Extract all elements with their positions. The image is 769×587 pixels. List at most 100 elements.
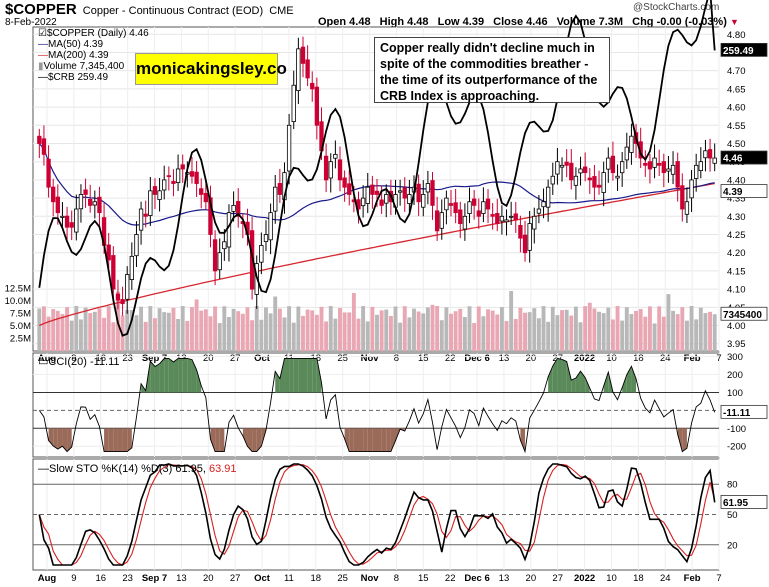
candle-body xyxy=(180,164,185,170)
candle-body xyxy=(541,201,546,208)
volume-bar xyxy=(569,315,574,351)
volume-bar xyxy=(203,309,208,351)
volume-bar xyxy=(185,321,190,351)
x-tick-label-bottom: Dec 6 xyxy=(464,573,489,584)
cci-overbought-fill xyxy=(284,358,290,393)
cci-callout-box xyxy=(720,404,768,419)
volume-bar xyxy=(162,312,167,351)
candle-body xyxy=(407,194,412,204)
x-tick-label: 20 xyxy=(203,353,214,364)
candle-body xyxy=(69,222,74,228)
x-tick-label: 16 xyxy=(95,353,106,364)
candle-body xyxy=(208,197,213,235)
candle-body xyxy=(342,177,347,188)
candle-body xyxy=(536,208,542,214)
volume-bar xyxy=(231,308,236,351)
candle-body xyxy=(652,157,657,168)
volume-bar xyxy=(296,306,301,351)
volume-bar xyxy=(675,314,680,351)
x-tick-label: Aug xyxy=(38,353,57,364)
cci-overbought-fill xyxy=(571,378,576,393)
volume-bar xyxy=(69,320,74,351)
cci-overbought-fill xyxy=(187,358,192,393)
cci-overbought-fill xyxy=(557,358,563,393)
legend-ma200: —MA(200) 4.39 xyxy=(38,50,149,61)
brand-label: monicakingsley.co xyxy=(135,53,287,85)
volume-bar xyxy=(402,306,407,351)
candle-body xyxy=(610,155,616,174)
candle-body xyxy=(166,175,171,178)
candle-body xyxy=(606,157,611,170)
candle-body xyxy=(296,48,301,91)
volume-bar xyxy=(356,318,361,351)
legend-crb: —$CRB 259.49 xyxy=(38,72,149,83)
volume-bar xyxy=(541,306,546,351)
exchange-label: CME xyxy=(269,5,294,17)
volume-bar xyxy=(453,311,458,351)
volume-bar xyxy=(578,322,583,351)
sto-callout-box xyxy=(720,495,768,509)
volume-bar xyxy=(499,307,504,351)
volume-bar xyxy=(153,318,157,351)
volume-tick-label: 2.5M xyxy=(10,334,31,345)
volume-bar xyxy=(425,307,430,351)
crb-swatch: — xyxy=(38,72,48,83)
volume-bar xyxy=(666,294,671,351)
cci-tick-label: 100 xyxy=(727,388,743,399)
cci-oversold-fill xyxy=(367,428,373,452)
candle-body xyxy=(569,162,574,181)
cci-oversold-fill xyxy=(215,428,220,452)
crb-callout-box xyxy=(720,42,768,57)
cci-overbought-fill xyxy=(298,358,303,393)
cci-oversold-fill xyxy=(67,428,72,452)
cci-oversold-fill xyxy=(252,428,257,452)
candle-body xyxy=(657,162,662,166)
volume-bar xyxy=(250,320,255,351)
x-tick-label-bottom: 2022 xyxy=(574,573,595,584)
volume-bar xyxy=(259,319,264,351)
candle-body xyxy=(666,168,671,172)
volume-bar xyxy=(310,310,315,351)
cci-overbought-fill xyxy=(603,372,609,393)
candle-body xyxy=(120,299,125,305)
x-tick-label-bottom: 23 xyxy=(122,573,133,584)
cci-tick-label: 200 xyxy=(727,370,743,381)
x-tick-label: 20 xyxy=(526,353,537,364)
volume-bar xyxy=(37,308,42,351)
price-tick-label: 4.80 xyxy=(727,30,746,41)
volume-bar xyxy=(60,314,65,351)
cci-overbought-fill xyxy=(275,371,280,393)
volume-bar xyxy=(412,308,416,351)
x-tick-label-bottom: Aug xyxy=(38,573,57,584)
volume-bar xyxy=(282,317,287,351)
volume-bar xyxy=(379,310,384,351)
volume-bar xyxy=(458,308,463,351)
price-tick-label: 4.20 xyxy=(727,248,746,259)
candle-body xyxy=(629,135,634,153)
x-tick-label: Nov xyxy=(361,353,380,364)
x-tick-label: 15 xyxy=(418,353,429,364)
cci-overbought-fill xyxy=(293,358,299,393)
volume-swatch: ▮ xyxy=(38,61,44,72)
candle-body xyxy=(564,161,569,166)
watermark: @StockCharts.com xyxy=(633,2,720,13)
cci-overbought-fill xyxy=(168,358,174,393)
candle-body xyxy=(106,244,111,261)
cci-oversold-fill xyxy=(349,428,354,452)
volume-bar xyxy=(65,307,70,351)
candle-body xyxy=(203,192,209,203)
volume-bar xyxy=(370,306,375,351)
candle-body xyxy=(111,255,116,290)
cci-overbought-fill xyxy=(196,369,202,393)
volume-bar xyxy=(643,316,648,351)
sto-d-line xyxy=(38,463,716,566)
x-tick-label: 18 xyxy=(633,353,644,364)
volume-bar xyxy=(560,310,564,351)
legend-volume: ▮Volume 7,345,400 xyxy=(38,61,149,72)
down-arrow-icon: ▼ xyxy=(729,17,739,27)
price-tick-label: 4.60 xyxy=(727,103,746,114)
volume-bar xyxy=(102,317,107,351)
cci-oversold-fill xyxy=(358,428,364,452)
candle-body xyxy=(194,171,199,184)
volume-bar xyxy=(213,306,218,351)
